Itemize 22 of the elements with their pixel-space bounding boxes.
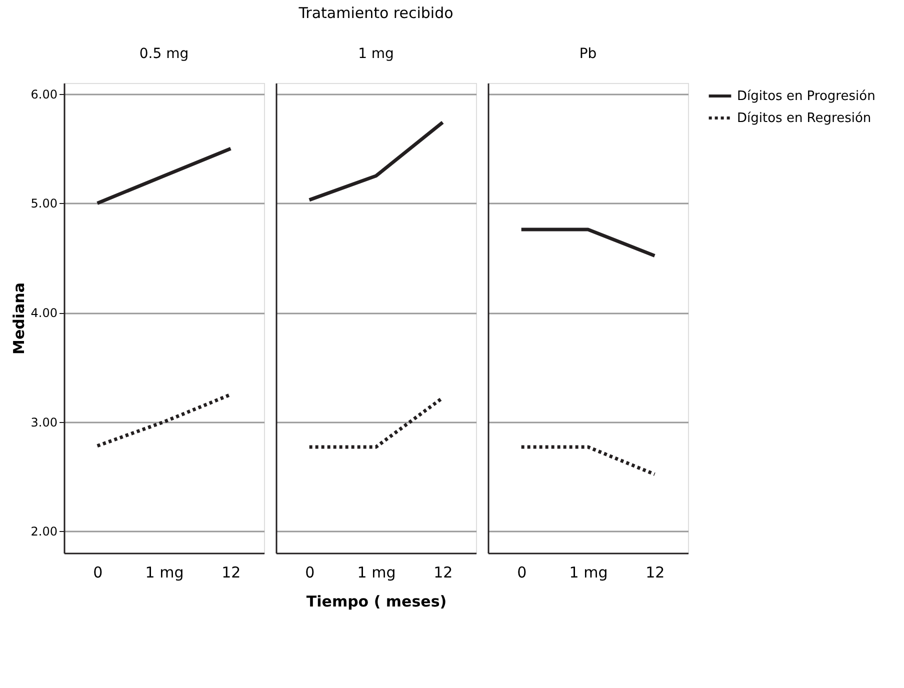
y-axis-title: Mediana [10, 282, 28, 354]
chart-title: 0.5 mg [139, 46, 189, 62]
chart-title: 1 mg [358, 46, 394, 62]
x-tick-label: 12 [222, 564, 241, 582]
x-axis-title: Tiempo ( meses) [306, 592, 447, 610]
x-tick-label: 1 mg [357, 564, 396, 582]
x-tick-label: 0 [93, 564, 103, 582]
x-tick-label: 0 [517, 564, 527, 582]
x-tick-label: 1 mg [569, 564, 608, 582]
chart-title: Pb [579, 46, 597, 62]
legend-label: Dígitos en Progresión [737, 89, 876, 104]
y-tick-label: 3.00 [30, 415, 58, 430]
y-tick-label: 5.00 [30, 196, 58, 211]
legend-label: Dígitos en Regresión [737, 111, 872, 126]
x-tick-label: 1 mg [145, 564, 184, 582]
y-tick-label: 2.00 [30, 524, 58, 539]
x-tick-label: 0 [305, 564, 315, 582]
y-tick-label: 6.00 [30, 87, 58, 102]
text: Tratamiento recibido [298, 4, 454, 22]
x-tick-label: 12 [646, 564, 665, 582]
x-tick-label: 12 [434, 564, 453, 582]
y-tick-label: 4.00 [30, 306, 58, 320]
